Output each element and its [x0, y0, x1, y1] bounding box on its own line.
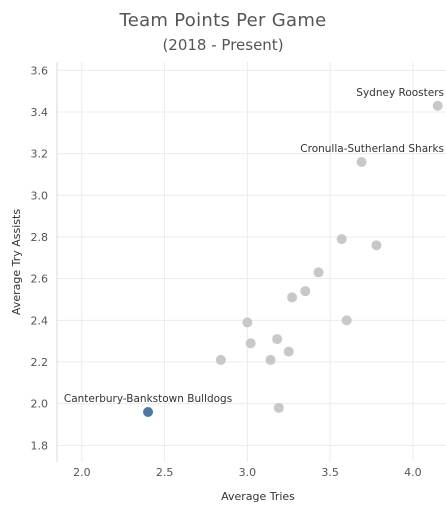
- data-point: [242, 317, 253, 328]
- y-tick-label: 2.0: [31, 398, 49, 411]
- x-tick-label: 4.0: [404, 466, 422, 479]
- data-point: [356, 157, 367, 167]
- x-tick-label: 2.0: [73, 466, 91, 479]
- data-point: [265, 354, 276, 365]
- point-annotations: Sydney Roosters Cronulla-Sutherland Shark…: [64, 87, 444, 405]
- grid-lines: [56, 62, 446, 462]
- data-point: [336, 234, 347, 245]
- x-axis-label: Average Tries: [221, 490, 295, 503]
- x-axis-ticks: 2.0 2.5 3.0 3.5 4.0: [73, 466, 422, 479]
- y-tick-label: 1.8: [31, 439, 49, 452]
- highlighted-point: [143, 407, 154, 417]
- point-label: Canterbury-Bankstown Bulldogs: [64, 393, 232, 405]
- y-tick-label: 3.2: [31, 148, 49, 161]
- data-point: [273, 402, 284, 413]
- data-point: [313, 267, 324, 278]
- chart-subtitle: (2018 - Present): [162, 36, 284, 54]
- y-tick-label: 3.0: [31, 189, 49, 202]
- data-point: [300, 286, 311, 297]
- data-point: [371, 240, 382, 251]
- data-point: [272, 334, 283, 345]
- x-tick-label: 2.5: [156, 466, 174, 479]
- data-point: [283, 346, 294, 357]
- x-tick-label: 3.0: [239, 466, 257, 479]
- data-points: [143, 100, 443, 417]
- data-point: [341, 315, 352, 326]
- y-tick-label: 2.6: [31, 273, 49, 286]
- data-point: [432, 100, 443, 111]
- y-tick-label: 3.4: [31, 106, 49, 119]
- y-tick-label: 2.4: [31, 314, 49, 327]
- y-tick-label: 2.2: [31, 356, 49, 369]
- data-point: [245, 338, 256, 349]
- y-axis-ticks: 1.8 2.0 2.2 2.4 2.6 2.8 3.0 3.2 3.4 3.6: [31, 64, 49, 452]
- y-tick-label: 3.6: [31, 64, 49, 77]
- data-point: [287, 292, 298, 303]
- point-label: Cronulla-Sutherland Sharks: [300, 143, 444, 155]
- chart-title: Team Points Per Game: [119, 10, 327, 31]
- x-tick-label: 3.5: [321, 466, 339, 479]
- y-axis-label: Average Try Assists: [10, 209, 23, 315]
- point-label: Sydney Roosters: [356, 87, 444, 99]
- y-tick-label: 2.8: [31, 231, 49, 244]
- data-point: [215, 354, 226, 365]
